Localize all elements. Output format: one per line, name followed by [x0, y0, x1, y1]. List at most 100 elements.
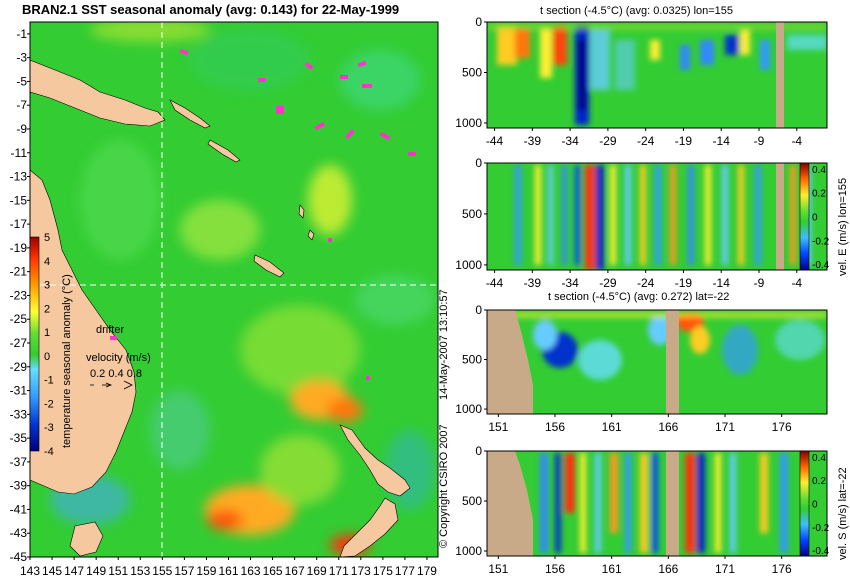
drifter-marks: [110, 48, 416, 380]
section-x-tick-label: 161: [602, 562, 622, 576]
timestamp-label: 14-May-2007 13:10:57: [438, 289, 450, 400]
section-x-tick-label: -29: [599, 134, 617, 148]
section-x-tick-label: -24: [637, 276, 655, 290]
section-y-tick-label: 1000: [455, 544, 482, 558]
map-y-tick-label: -27: [10, 336, 28, 350]
t-section-lon-y-ticks: 0 500 1000: [455, 15, 487, 130]
map-y-tick-label: -29: [10, 360, 28, 374]
map-y-tick-label: -13: [10, 170, 28, 184]
section-y-tick-label: 1000: [455, 402, 482, 416]
map-x-tick-label: 153: [130, 564, 150, 578]
velocity-colorbar-tick-label: 0.2: [812, 476, 826, 487]
map-field: [30, 22, 438, 557]
map-title: BRAN2.1 SST seasonal anomaly (avg: 0.143…: [22, 2, 399, 17]
section-x-tick-label: -14: [713, 276, 731, 290]
vel-e-colorbar-label: vel. E (m/s) lon=155: [837, 178, 849, 276]
velocity-colorbar-tick-label: -0.4: [812, 260, 830, 271]
map-x-tick-label: 149: [86, 564, 106, 578]
temperature-colorbar-tick-label: 1: [44, 327, 50, 339]
temperature-colorbar-tick-label: 2: [44, 303, 50, 315]
section-x-tick-label: 161: [602, 420, 622, 434]
t-section-lat-land: [487, 310, 533, 414]
velocity-legend-values: 0.2 0.4 0.8: [90, 368, 142, 380]
map-x-tick-label: 151: [108, 564, 128, 578]
section-y-tick-label: 500: [462, 494, 482, 508]
temperature-colorbar-tick-label: 4: [44, 256, 50, 268]
section-x-tick-label: 171: [715, 420, 735, 434]
t-section-lat-field: [487, 310, 827, 414]
vel-s-colorbar: [799, 450, 810, 557]
map-x-tick-label: 147: [64, 564, 84, 578]
map-x-ticks: 143 145 147 149 151 153 155 157 159 161 163 165 167 1…: [20, 557, 437, 578]
map-x-tick-label: 159: [196, 564, 216, 578]
map-y-tick-label: -41: [10, 502, 28, 516]
map-y-tick-label: -37: [10, 455, 28, 469]
section-y-tick-label: 500: [462, 207, 482, 221]
map-y-tick-label: -39: [10, 479, 28, 493]
anomaly-blobs: [50, 22, 435, 555]
map-x-tick-label: 145: [42, 564, 62, 578]
vel-s-section-y-ticks: 0 500 1000: [455, 444, 487, 558]
map-x-tick-label: 161: [218, 564, 238, 578]
map-x-tick-label: 165: [263, 564, 283, 578]
map-x-tick-label: 167: [285, 564, 305, 578]
map-y-tick-label: -45: [10, 550, 28, 564]
section-y-tick-label: 0: [475, 444, 482, 458]
map-y-tick-label: -33: [10, 407, 28, 421]
velocity-colorbar-tick-label: -0.2: [812, 236, 830, 247]
velocity-colorbar-tick-label: 0: [812, 213, 818, 224]
map-x-tick-label: 155: [152, 564, 172, 578]
section-x-tick-label: 176: [772, 420, 792, 434]
section-x-tick-label: -34: [561, 276, 579, 290]
t-section-lat-x-ticks: 151 156 161 166 171 176: [488, 414, 792, 434]
velocity-legend-title: velocity (m/s): [86, 352, 151, 364]
section-x-tick-label: 156: [545, 562, 565, 576]
section-x-tick-label: 176: [772, 562, 792, 576]
velocity-colorbar-tick-label: -0.4: [812, 546, 830, 557]
temperature-colorbar-tick-label: -1: [44, 375, 54, 387]
t-section-lon-x-ticks: -44 -39 -34 -29 -24 -19 -14 -9 -4: [486, 128, 802, 148]
land-solomon-islands: [169, 99, 211, 129]
vel-s-section-x-ticks: 151 156 161 166 171 176: [488, 556, 792, 576]
copyright-label: © Copyright CSIRO 2007: [438, 424, 450, 548]
land-solomon-islands-2: [207, 139, 241, 163]
vel-e-section-field: [487, 163, 827, 270]
map-y-tick-label: -23: [10, 288, 28, 302]
section-y-tick-label: 1000: [455, 116, 482, 130]
velocity-colorbar-tick-label: -0.2: [812, 523, 830, 534]
vel-s-colorbar-ticks: 0.4 0.2 0 -0.2 -0.4: [812, 453, 830, 557]
map-y-tick-label: -31: [10, 384, 28, 398]
section-x-tick-label: -44: [486, 134, 504, 148]
section-x-tick-label: -9: [754, 134, 765, 148]
section-x-tick-label: -24: [637, 134, 655, 148]
t-section-lon-field: [487, 22, 827, 128]
sst-map-panel: BRAN2.1 SST seasonal anomaly (avg: 0.143…: [10, 2, 450, 578]
map-y-tick-label: -5: [16, 74, 27, 88]
section-y-tick-label: 500: [462, 353, 482, 367]
section-y-tick-label: 0: [475, 15, 482, 29]
t-section-lon-title: t section (-4.5°C) (avg: 0.0325) lon=155: [540, 5, 733, 17]
map-x-tick-label: 143: [20, 564, 40, 578]
map-y-tick-label: -17: [10, 217, 28, 231]
velocity-colorbar-tick-label: 0.4: [812, 165, 826, 176]
map-x-tick-label: 179: [417, 564, 437, 578]
section-x-tick-label: -44: [486, 276, 504, 290]
temperature-colorbar-tick-label: 3: [44, 280, 50, 292]
map-x-tick-label: 171: [329, 564, 349, 578]
velocity-colorbar-tick-label: 0.4: [812, 453, 826, 464]
land-new-guinea: [30, 59, 166, 127]
land-australia: [30, 169, 137, 495]
map-x-tick-label: 163: [241, 564, 261, 578]
map-x-tick-label: 157: [174, 564, 194, 578]
vel-e-section-x-ticks: -44 -39 -34 -29 -24 -19 -14 -9 -4: [486, 270, 802, 290]
map-y-tick-label: -21: [10, 265, 28, 279]
map-y-tick-label: -35: [10, 431, 28, 445]
section-x-tick-label: 151: [488, 562, 508, 576]
velocity-legend-arrows: [90, 380, 133, 390]
section-x-tick-label: -19: [675, 276, 693, 290]
temperature-colorbar-label: temperature seasonal anomaly (°C): [61, 274, 73, 448]
t-section-lat-panel: t section (-4.5°C) (avg: 0.272) lat=-22 …: [455, 291, 828, 434]
map-y-tick-label: -15: [10, 193, 28, 207]
